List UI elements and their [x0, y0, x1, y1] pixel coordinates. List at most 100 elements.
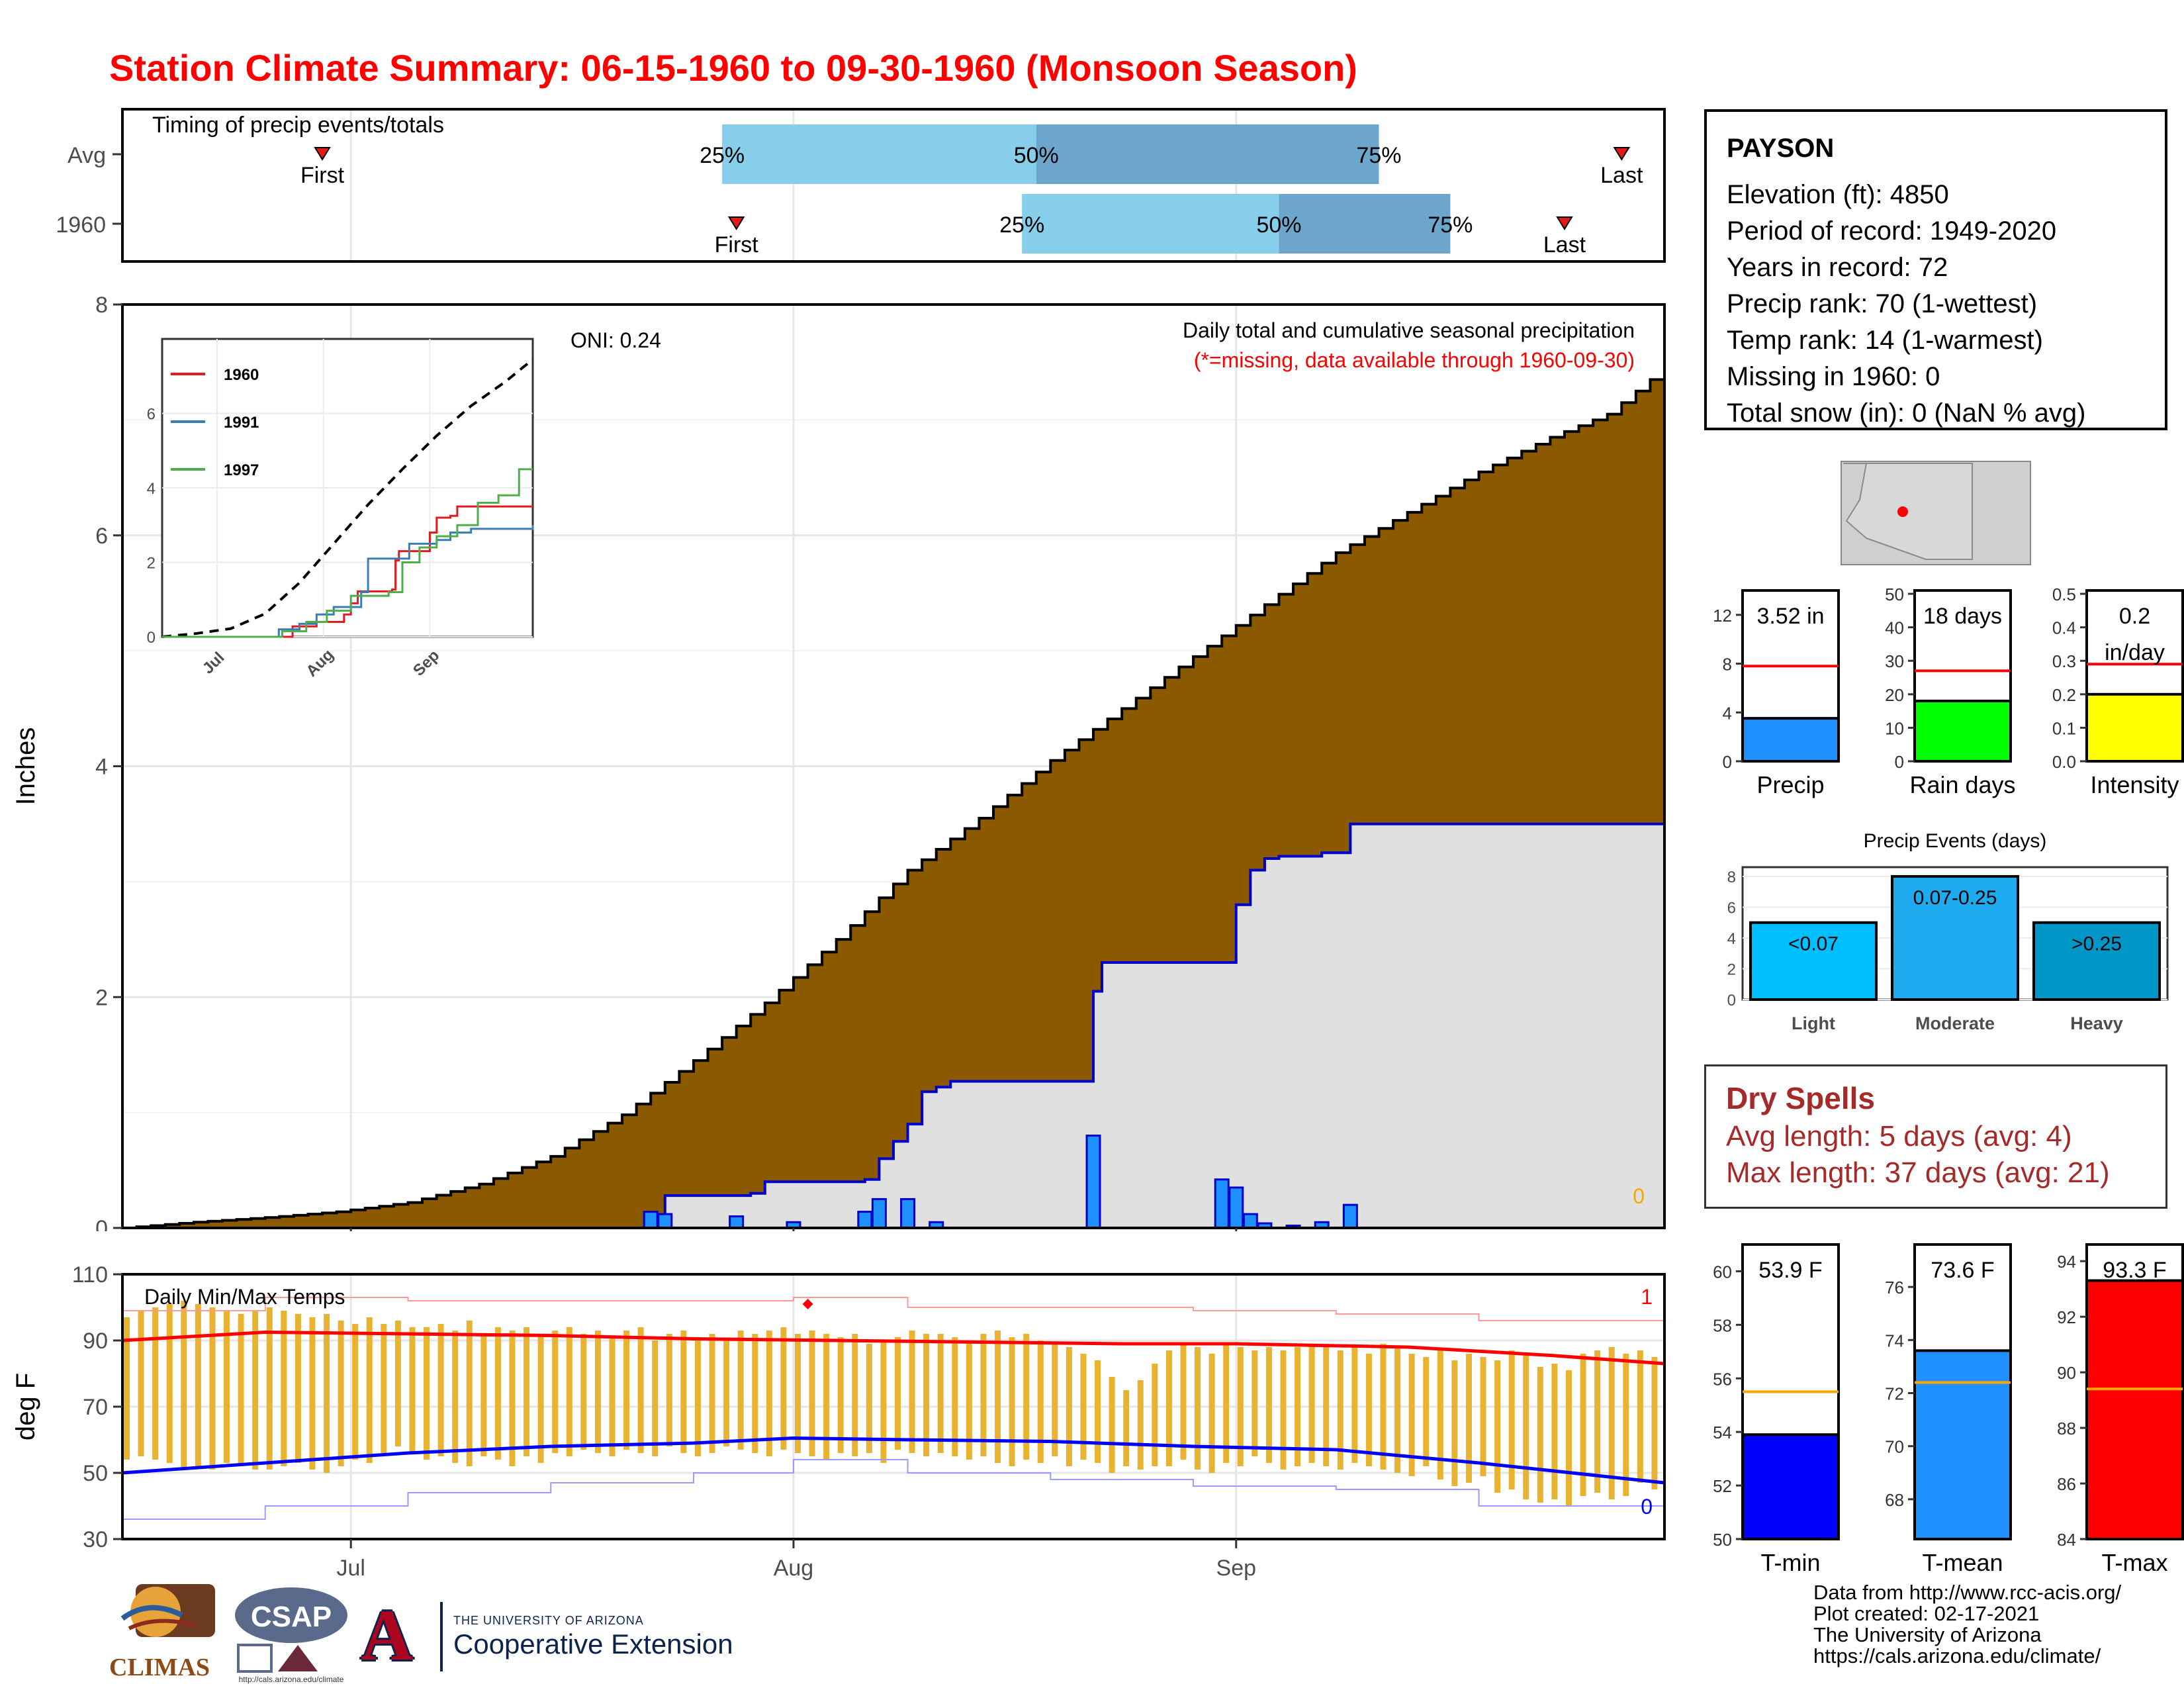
panel-axis-label: T-min: [1761, 1549, 1821, 1576]
timing-label-25: 25%: [999, 212, 1044, 238]
timing-row-label: Avg: [68, 143, 106, 168]
panel-tick-label: 0.0: [2052, 752, 2076, 772]
inset-y-tick-label: 4: [147, 480, 156, 498]
daily-temp-bar: [166, 1304, 173, 1463]
panel-value-label: 53.9 F: [1758, 1258, 1822, 1283]
daily-temp-bar: [1023, 1334, 1030, 1460]
daily-temp-bar: [909, 1331, 915, 1453]
daily-temp-bar: [1351, 1347, 1358, 1463]
daily-temp-bar: [1080, 1354, 1087, 1460]
daily-temp-bar: [1608, 1347, 1615, 1499]
daily-temp-bar: [480, 1334, 487, 1456]
daily-temp-bar: [1137, 1380, 1144, 1470]
panel-tick-label: 94: [2057, 1252, 2076, 1272]
daily-temp-bar: [509, 1331, 516, 1466]
daily-temp-bar: [209, 1307, 216, 1470]
inset-legend-label-1960: 1960: [224, 366, 259, 384]
inset-series-line-1997: [162, 468, 533, 638]
year-cumulative-area: [122, 823, 1664, 1228]
panel-tick-label: 58: [1713, 1315, 1732, 1335]
daily-temp-bar: [1480, 1357, 1486, 1476]
panel-tick-label: 0.2: [2052, 685, 2076, 705]
daily-temp-bar: [1651, 1357, 1658, 1489]
panel-axis-label: Intensity: [2090, 771, 2179, 798]
station-location-dot: [1897, 506, 1908, 517]
panel-tick-label: 56: [1713, 1369, 1732, 1389]
daily-temp-bar: [494, 1327, 501, 1460]
panel-tick-label: 90: [2057, 1363, 2076, 1383]
daily-temp-bar: [266, 1307, 273, 1470]
daily-temp-bar: [794, 1334, 801, 1453]
daily-temp-bar: [295, 1314, 301, 1463]
panel-tick-label: 30: [1885, 651, 1904, 671]
ua-wordmark-bottom: Cooperative Extension: [453, 1628, 733, 1660]
timing-title: Timing of precip events/totals: [152, 113, 444, 138]
panel-tick-label: 60: [1713, 1262, 1732, 1282]
station-name: PAYSON: [1727, 134, 1835, 163]
daily-temp-bar: [1223, 1344, 1230, 1463]
record-high-marker: [802, 1299, 813, 1309]
csap-cloud: [235, 1587, 347, 1643]
daily-temp-bar: [1423, 1357, 1430, 1466]
events-tick-label: 8: [1727, 868, 1736, 886]
timing-marker-first: [727, 216, 745, 230]
daily-precip-bar: [729, 1215, 745, 1229]
daily-temp-bar: [694, 1337, 701, 1456]
csap-mountain: [278, 1645, 318, 1671]
daily-temp-bar: [895, 1337, 901, 1450]
climas-emblem: [120, 1584, 215, 1637]
daily-temp-bar: [537, 1334, 544, 1463]
credit-university: The University of Arizona: [1813, 1623, 2042, 1646]
daily-temp-bar: [1408, 1354, 1415, 1476]
daily-temp-bar: [338, 1321, 344, 1466]
temp-x-tick-label: Sep: [1216, 1556, 1257, 1581]
daily-temp-bar: [452, 1331, 459, 1463]
daily-temp-bar: [309, 1317, 316, 1470]
daily-temp-bar: [723, 1340, 730, 1446]
panel-tick-label: 88: [2057, 1419, 2076, 1438]
avg-max-line: [122, 1330, 1665, 1366]
daily-precip-bar: [1342, 1203, 1358, 1229]
events-bar-Heavy: [2032, 921, 2161, 1001]
temp-y-tick-label: 90: [83, 1329, 108, 1354]
events-tick-label: 0: [1727, 992, 1736, 1009]
precip-annotation-title: Daily total and cumulative seasonal prec…: [1183, 318, 1635, 342]
events-bar-Light: [1749, 921, 1878, 1001]
daily-precip-bar: [1228, 1186, 1244, 1229]
panel-bar-T-min: [1741, 1433, 1840, 1540]
daily-temp-bar: [1551, 1364, 1558, 1499]
panel-tick-label: 0.4: [2052, 618, 2076, 638]
daily-temp-bar: [937, 1334, 944, 1453]
panel-axis-label: Rain days: [1909, 771, 2015, 798]
dry-spells-box: Dry Spells Avg length: 5 days (avg: 4) M…: [1704, 1064, 2167, 1209]
events-bar-label: >0.25: [2071, 933, 2122, 955]
station-years: Years in record: 72: [1727, 253, 1948, 282]
daily-temp-bar: [466, 1321, 473, 1466]
daily-temp-bar: [637, 1327, 644, 1453]
daily-temp-bar: [852, 1334, 858, 1456]
daily-temp-bar: [1052, 1344, 1058, 1456]
daily-temp-bar: [1237, 1347, 1244, 1466]
precip-y-tick-label: 4: [95, 755, 108, 780]
inset-y-tick-label: 0: [147, 629, 156, 647]
daily-precip-bar: [1242, 1213, 1258, 1229]
daily-precip-bar: [1085, 1135, 1101, 1229]
temp-y-tick-label: 110: [72, 1262, 108, 1288]
daily-temp-bar: [866, 1344, 872, 1453]
climas-logo: CLIMAS: [109, 1579, 222, 1680]
timing-label-25: 25%: [700, 143, 745, 168]
events-category-label: Heavy: [2070, 1013, 2123, 1033]
daily-temp-bar: [952, 1337, 958, 1456]
daily-temp-bar: [1451, 1360, 1458, 1486]
inset-series-line-1991: [162, 525, 534, 638]
events-tick-label: 6: [1727, 899, 1736, 917]
daily-temp-bar: [1437, 1350, 1443, 1479]
daily-temp-bar: [424, 1327, 430, 1460]
daily-temp-bar: [1308, 1344, 1315, 1463]
daily-temp-bar: [1565, 1370, 1572, 1506]
ua-wordmark-top: THE UNIVERSITY OF ARIZONA: [453, 1614, 644, 1627]
daily-temp-bar: [923, 1334, 930, 1456]
temp-x-tick-label: Jul: [336, 1556, 365, 1581]
temp-x-tick-label: Aug: [774, 1556, 814, 1581]
events-tick-label: 2: [1727, 961, 1736, 978]
